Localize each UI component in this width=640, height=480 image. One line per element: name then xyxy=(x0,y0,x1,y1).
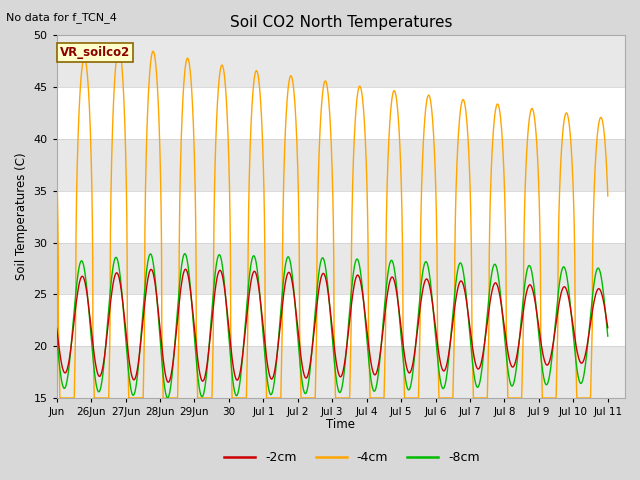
Text: VR_soilco2: VR_soilco2 xyxy=(60,46,130,59)
Legend: -2cm, -4cm, -8cm: -2cm, -4cm, -8cm xyxy=(219,446,485,469)
Bar xyxy=(57,242,625,294)
Bar xyxy=(57,87,625,139)
Bar xyxy=(57,191,625,242)
Title: Soil CO2 North Temperatures: Soil CO2 North Temperatures xyxy=(230,15,452,30)
Bar xyxy=(57,294,625,346)
X-axis label: Time: Time xyxy=(326,419,355,432)
Text: No data for f_TCN_4: No data for f_TCN_4 xyxy=(6,12,117,23)
Y-axis label: Soil Temperatures (C): Soil Temperatures (C) xyxy=(15,153,28,280)
Bar xyxy=(57,346,625,398)
Bar xyxy=(57,139,625,191)
Bar xyxy=(57,36,625,87)
